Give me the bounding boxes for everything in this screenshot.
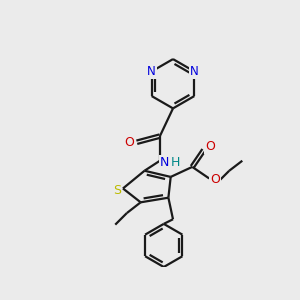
Text: O: O (210, 173, 220, 187)
Text: N: N (160, 156, 169, 169)
Text: H: H (171, 156, 180, 169)
Text: O: O (205, 140, 215, 153)
Text: S: S (113, 184, 121, 196)
Text: N: N (147, 65, 156, 78)
Text: O: O (124, 136, 134, 149)
Text: N: N (190, 65, 199, 78)
